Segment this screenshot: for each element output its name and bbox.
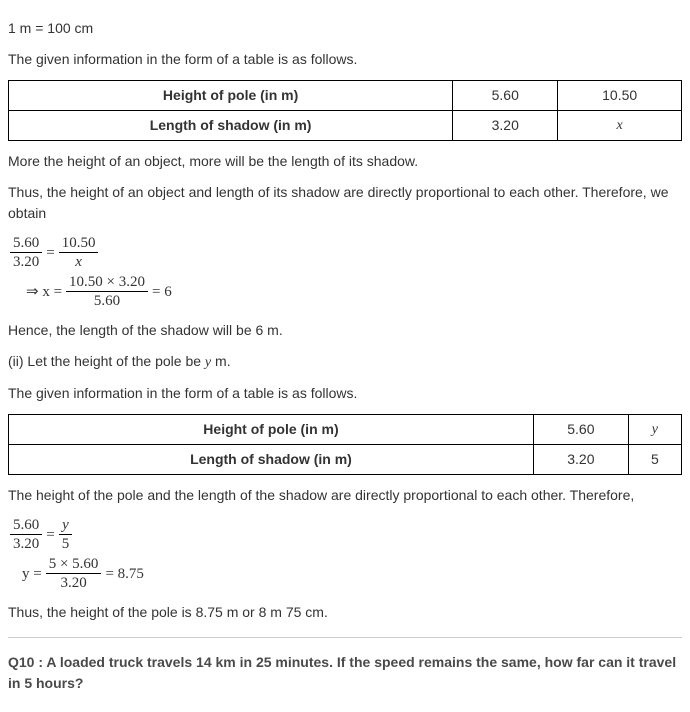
question-10: Q10 : A loaded truck travels 14 km in 25…	[8, 652, 682, 694]
numerator: 5.60	[10, 516, 42, 535]
explain-1: More the height of an object, more will …	[8, 151, 682, 172]
question-label: Q10 :	[8, 654, 43, 670]
equals: =	[46, 526, 54, 544]
numerator: 5 × 5.60	[46, 555, 102, 574]
text: (ii) Let the height of the pole be	[8, 353, 205, 369]
equation-line: y = 5 × 5.60 3.20 = 8.75	[8, 555, 682, 592]
row-label: Height of pole (in m)	[9, 415, 534, 445]
lead-text-2: The given information in the form of a t…	[8, 383, 682, 404]
denominator: 3.20	[10, 535, 42, 553]
text: m.	[211, 353, 230, 369]
fraction: 5.60 3.20	[10, 516, 42, 553]
numerator: 5.60	[10, 234, 42, 253]
lead: y =	[10, 565, 42, 583]
equation-line: 5.60 3.20 = y 5	[8, 516, 682, 553]
numerator: 10.50 × 3.20	[66, 273, 148, 292]
denominator: 3.20	[10, 253, 42, 271]
row-label: Length of shadow (in m)	[9, 111, 453, 141]
cell: 3.20	[533, 445, 628, 475]
table-row: Length of shadow (in m) 3.20 5	[9, 445, 682, 475]
fraction: 10.50 × 3.20 5.60	[66, 273, 148, 310]
equals: =	[46, 244, 54, 262]
part-ii-intro: (ii) Let the height of the pole be y m.	[8, 351, 682, 373]
table-1: Height of pole (in m) 5.60 10.50 Length …	[8, 80, 682, 141]
cell: x	[558, 111, 682, 141]
fraction: 10.50 x	[59, 234, 99, 271]
result: = 8.75	[105, 565, 143, 583]
cell: 3.20	[453, 111, 558, 141]
equation-block-2: 5.60 3.20 = y 5 y = 5 × 5.60 3.20 = 8.75	[8, 516, 682, 592]
denominator: 5	[59, 535, 73, 553]
conversion-note: 1 m = 100 cm	[8, 18, 682, 39]
denominator: 3.20	[46, 574, 102, 592]
table-row: Height of pole (in m) 5.60 10.50	[9, 81, 682, 111]
conclusion-2: Thus, the height of the pole is 8.75 m o…	[8, 602, 682, 623]
table-row: Height of pole (in m) 5.60 y	[9, 415, 682, 445]
numerator: 10.50	[59, 234, 99, 253]
equation-line: ⇒ x = 10.50 × 3.20 5.60 = 6	[8, 273, 682, 310]
denominator: 5.60	[66, 292, 148, 310]
cell: y	[628, 415, 681, 445]
cell: 5.60	[533, 415, 628, 445]
conclusion-1: Hence, the length of the shadow will be …	[8, 320, 682, 341]
implies: ⇒ x =	[10, 283, 62, 301]
numerator: y	[59, 516, 73, 535]
equation-line: 5.60 3.20 = 10.50 x	[8, 234, 682, 271]
row-label: Height of pole (in m)	[9, 81, 453, 111]
cell: 5	[628, 445, 681, 475]
table-row: Length of shadow (in m) 3.20 x	[9, 111, 682, 141]
explain-3: The height of the pole and the length of…	[8, 485, 682, 506]
fraction: 5.60 3.20	[10, 234, 42, 271]
fraction: 5 × 5.60 3.20	[46, 555, 102, 592]
table-2: Height of pole (in m) 5.60 y Length of s…	[8, 414, 682, 475]
cell: 5.60	[453, 81, 558, 111]
question-text: A loaded truck travels 14 km in 25 minut…	[8, 654, 676, 691]
explain-2: Thus, the height of an object and length…	[8, 182, 682, 224]
fraction: y 5	[59, 516, 73, 553]
divider	[8, 637, 682, 638]
result: = 6	[152, 283, 172, 301]
row-label: Length of shadow (in m)	[9, 445, 534, 475]
denominator: x	[59, 253, 99, 271]
cell: 10.50	[558, 81, 682, 111]
lead-text-1: The given information in the form of a t…	[8, 49, 682, 70]
equation-block-1: 5.60 3.20 = 10.50 x ⇒ x = 10.50 × 3.20 5…	[8, 234, 682, 310]
